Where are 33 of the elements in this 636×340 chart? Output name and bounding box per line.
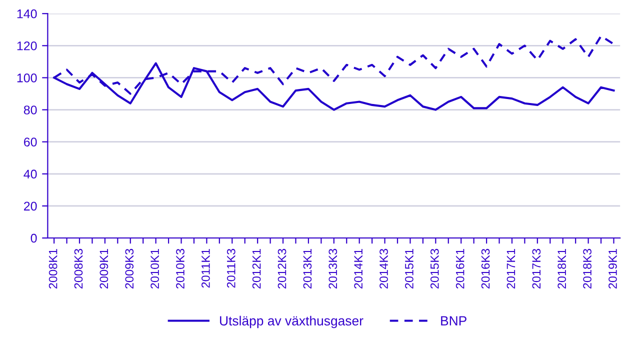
y-tick-label: 60 bbox=[24, 138, 37, 146]
x-tick-label: 2017K1 bbox=[506, 248, 516, 289]
x-tick-label: 2014K1 bbox=[354, 248, 363, 289]
y-tick-label: 120 bbox=[17, 41, 37, 50]
x-tick-label: 2012K1 bbox=[252, 248, 261, 289]
x-tick-label: 2011K1 bbox=[202, 248, 210, 288]
y-tick-label: 0 bbox=[30, 234, 37, 243]
y-tick-label: 40 bbox=[24, 170, 37, 179]
x-tick-label: 2017K3 bbox=[532, 248, 541, 289]
y-tick-label: 100 bbox=[17, 74, 37, 82]
x-tick-label: 2012K3 bbox=[278, 248, 286, 289]
x-tick-label: 2009K3 bbox=[125, 248, 134, 289]
x-tick-label: 2015K3 bbox=[430, 248, 439, 289]
x-tick-label: 2016K1 bbox=[456, 248, 464, 289]
y-tick-label: 140 bbox=[17, 9, 37, 18]
x-tick-label: 2008K1 bbox=[48, 248, 58, 289]
x-tick-label: 2019K1 bbox=[608, 248, 617, 289]
y-tick-label: 20 bbox=[24, 202, 37, 211]
x-tick-label: 2014K3 bbox=[380, 248, 388, 289]
x-tick-label: 2018K3 bbox=[583, 248, 592, 289]
x-tick-label: 2013K3 bbox=[328, 248, 338, 289]
x-tick-label: 2008K3 bbox=[74, 248, 83, 289]
x-tick-label: 2010K1 bbox=[150, 248, 159, 289]
x-tick-label: 2009K1 bbox=[100, 248, 108, 289]
legend-label: BNP bbox=[441, 316, 466, 326]
x-tick-label: 2011K3 bbox=[226, 248, 236, 288]
x-tick-label: 2018K1 bbox=[558, 248, 566, 289]
x-tick-label: 2013K1 bbox=[303, 248, 312, 289]
legend-label: Utsläpp av växthusgaser bbox=[220, 316, 364, 328]
x-tick-label: 2016K3 bbox=[481, 248, 490, 289]
y-tick-label: 80 bbox=[24, 106, 37, 114]
x-tick-label: 2015K1 bbox=[405, 248, 414, 289]
x-tick-label: 2010K3 bbox=[176, 248, 184, 289]
